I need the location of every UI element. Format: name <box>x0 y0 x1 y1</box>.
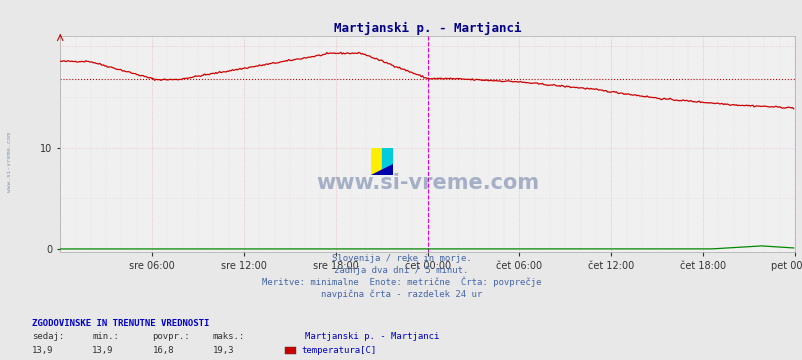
Text: www.si-vreme.com: www.si-vreme.com <box>7 132 12 192</box>
Text: Meritve: minimalne  Enote: metrične  Črta: povprečje: Meritve: minimalne Enote: metrične Črta:… <box>261 276 541 287</box>
Polygon shape <box>371 164 393 175</box>
Text: temperatura[C]: temperatura[C] <box>301 346 376 355</box>
Text: min.:: min.: <box>92 333 119 342</box>
Text: Slovenija / reke in morje.: Slovenija / reke in morje. <box>331 254 471 263</box>
Text: 16,8: 16,8 <box>152 346 174 355</box>
Text: sedaj:: sedaj: <box>32 333 64 342</box>
Text: 19,3: 19,3 <box>213 346 234 355</box>
Text: Martjanski p. - Martjanci: Martjanski p. - Martjanci <box>305 333 439 342</box>
Text: www.si-vreme.com: www.si-vreme.com <box>316 173 538 193</box>
Text: 13,9: 13,9 <box>92 346 114 355</box>
Polygon shape <box>382 148 393 175</box>
Title: Martjanski p. - Martjanci: Martjanski p. - Martjanci <box>334 22 520 35</box>
Text: povpr.:: povpr.: <box>152 333 190 342</box>
Text: navpična črta - razdelek 24 ur: navpična črta - razdelek 24 ur <box>321 289 481 299</box>
Text: 13,9: 13,9 <box>32 346 54 355</box>
Polygon shape <box>371 148 382 175</box>
Text: ZGODOVINSKE IN TRENUTNE VREDNOSTI: ZGODOVINSKE IN TRENUTNE VREDNOSTI <box>32 319 209 328</box>
Text: zadnja dva dni / 5 minut.: zadnja dva dni / 5 minut. <box>334 266 468 275</box>
Text: maks.:: maks.: <box>213 333 245 342</box>
